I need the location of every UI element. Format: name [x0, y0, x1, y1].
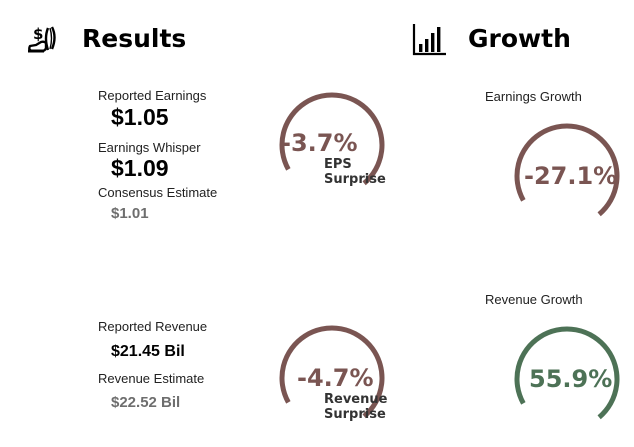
revenue-growth-gauge: 55.9%	[514, 326, 620, 432]
money-hand-icon: $	[26, 24, 60, 54]
revenue-surprise-arc	[279, 325, 385, 419]
consensus-estimate-value: $1.01	[111, 205, 149, 222]
revenue-surprise-gauge-graphic	[279, 325, 385, 419]
results-title: Results	[82, 24, 187, 53]
revenue-growth-percent: 55.9%	[529, 365, 613, 393]
eps-surprise-caption-line2: Surprise	[324, 172, 386, 187]
earnings-growth-gauge: -27.1%	[514, 123, 620, 229]
eps-surprise-arc	[279, 92, 385, 186]
revenue-growth-gauge-graphic	[514, 326, 620, 420]
results-header: $ Results	[26, 22, 226, 58]
growth-title: Growth	[468, 24, 571, 53]
earnings-whisper-label: Earnings Whisper	[98, 140, 201, 155]
earnings-growth-gauge-graphic	[514, 123, 620, 217]
eps-results-block: Reported Earnings $1.05 Earnings Whisper…	[98, 88, 278, 228]
revenue-surprise-gauge: -4.7% Revenue Surprise	[279, 325, 388, 431]
earnings-growth-percent: -27.1%	[524, 162, 618, 190]
revenue-surprise-caption-line1: Revenue	[324, 392, 388, 407]
reported-earnings-value: $1.05	[111, 104, 169, 130]
revenue-surprise-percent: -4.7%	[297, 364, 374, 392]
revenue-growth-label: Revenue Growth	[485, 292, 583, 307]
revenue-estimate-label: Revenue Estimate	[98, 371, 205, 386]
eps-surprise-gauge: -3.7% EPS Surprise	[279, 92, 386, 198]
earnings-growth-label: Earnings Growth	[485, 89, 582, 104]
eps-surprise-caption-line1: EPS	[324, 157, 352, 172]
revenue-results-block: Reported Revenue $21.45 Bil Revenue Esti…	[98, 319, 278, 419]
svg-text:$: $	[33, 25, 43, 43]
reported-earnings-label: Reported Earnings	[98, 88, 207, 103]
revenue-estimate-value: $22.52 Bil	[111, 394, 181, 411]
revenue-surprise-caption-line2: Surprise	[324, 407, 386, 422]
growth-header: Growth	[412, 22, 612, 58]
reported-revenue-label: Reported Revenue	[98, 319, 208, 334]
revenue-growth-arc	[514, 326, 620, 420]
eps-surprise-percent: -3.7%	[281, 129, 358, 157]
reported-revenue-value: $21.45 Bil	[111, 343, 185, 360]
bar-chart-icon	[412, 22, 448, 56]
eps-surprise-gauge-graphic	[279, 92, 385, 186]
earnings-growth-arc	[514, 123, 620, 217]
consensus-estimate-label: Consensus Estimate	[98, 185, 218, 200]
earnings-whisper-value: $1.09	[111, 155, 169, 181]
